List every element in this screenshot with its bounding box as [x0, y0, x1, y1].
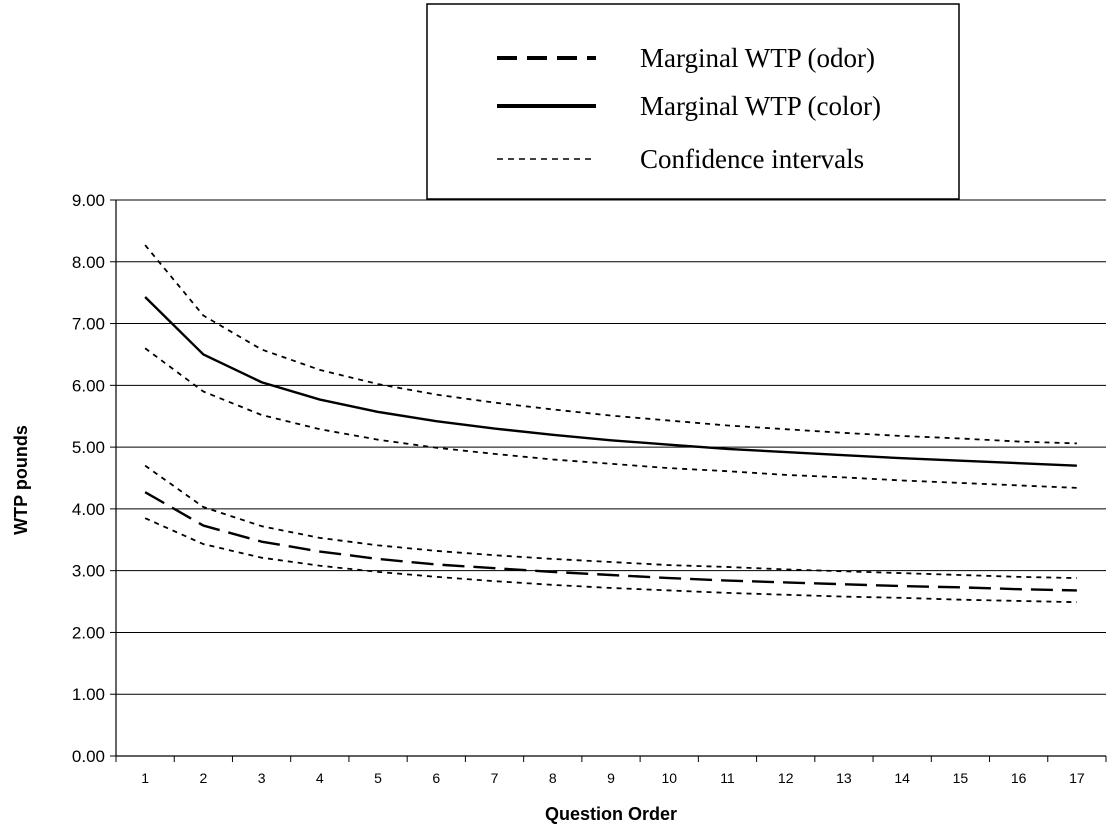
wtp-color-line-0	[144, 296, 1077, 467]
tick-labels: 0.00 1.00 2.00 3.00 4.00 5.00 6.00 7.00 8.00 9.00…	[72, 191, 1085, 786]
x-tick-label: 7	[491, 770, 499, 786]
legend-label-ci: Confidence intervals	[640, 144, 864, 174]
x-tick-label: 14	[894, 770, 910, 786]
y-tick-label: 1.00	[72, 685, 105, 704]
x-tick-label: 9	[607, 770, 615, 786]
x-tick-label: 16	[1011, 770, 1027, 786]
series-lines	[144, 244, 1077, 604]
x-tick-label: 6	[432, 770, 440, 786]
y-tick-label: 0.00	[72, 747, 105, 766]
y-tick-label: 6.00	[72, 376, 105, 395]
x-tick-label: 12	[778, 770, 794, 786]
y-tick-label: 4.00	[72, 500, 105, 519]
x-axis-title: Question Order	[545, 804, 677, 824]
x-tick-label: 15	[953, 770, 969, 786]
legend-label-color: Marginal WTP (color)	[640, 91, 881, 121]
x-tick-label: 5	[374, 770, 382, 786]
y-tick-label: 9.00	[72, 191, 105, 210]
x-tick-label: 3	[258, 770, 266, 786]
legend: Marginal WTP (odor) Marginal WTP (color)…	[426, 3, 960, 200]
confidence-interval-line-4	[144, 464, 1077, 579]
x-tick-label: 11	[720, 770, 735, 786]
legend-label-odor: Marginal WTP (odor)	[640, 43, 875, 73]
confidence-interval-line-1	[144, 244, 1077, 445]
axes	[110, 199, 1107, 762]
confidence-interval-line-2	[144, 347, 1077, 489]
x-tick-label: 2	[199, 770, 207, 786]
confidence-interval-line-5	[144, 517, 1077, 604]
y-tick-label: 7.00	[72, 315, 105, 334]
x-tick-label: 10	[661, 770, 677, 786]
y-tick-label: 5.00	[72, 438, 105, 457]
y-tick-label: 3.00	[72, 562, 105, 581]
x-tick-label: 1	[141, 770, 149, 786]
y-tick-label: 8.00	[72, 253, 105, 272]
gridlines	[116, 199, 1106, 695]
x-tick-label: 17	[1069, 770, 1085, 786]
x-tick-label: 8	[549, 770, 557, 786]
y-axis-title: WTP pounds	[11, 425, 31, 535]
y-tick-label: 2.00	[72, 623, 105, 642]
x-tick-label: 13	[836, 770, 852, 786]
legend-box	[426, 3, 960, 200]
wtp-odor-line-3	[144, 491, 1077, 592]
x-tick-label: 4	[316, 770, 324, 786]
